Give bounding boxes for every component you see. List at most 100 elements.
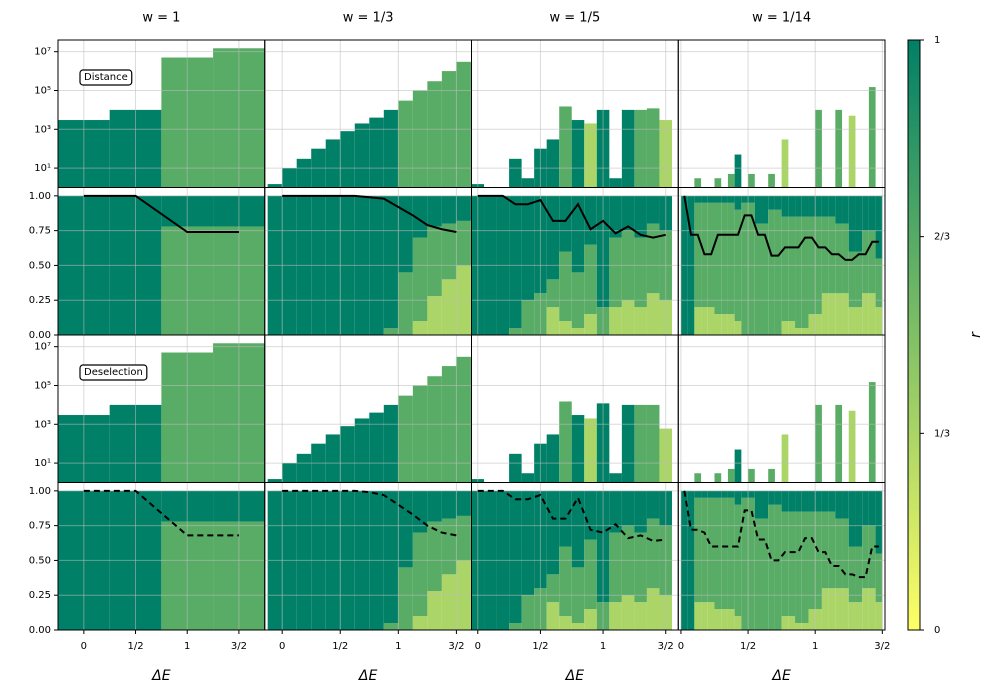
stack-segment [821,195,829,217]
bar [340,426,355,483]
stack-segment [781,195,789,217]
stack-segment [621,300,635,335]
stack-segment [768,504,775,630]
stack-segment [808,490,816,512]
y-tick-label: 10⁵ [34,85,51,96]
y-tick-label: 0.50 [29,555,51,566]
x-tick-label: 1 [812,641,818,652]
stack-segment [646,518,660,589]
stack-segment [855,602,863,630]
x-tick-label: 3/2 [231,641,247,652]
stack-segment [694,195,702,203]
stack-segment [721,314,728,335]
colorbar-tick-label: 2/3 [934,232,950,243]
panel [264,187,472,335]
stack-segment [427,521,442,592]
stack-segment [383,490,399,624]
stack-segment [734,321,742,335]
plot-area [264,335,472,483]
bar [609,178,622,188]
y-tick-label: 0.50 [29,260,51,271]
stack-segment [855,195,863,252]
bar [646,108,660,188]
bar [734,154,742,188]
stack-segment [835,518,843,589]
plot-area [58,482,265,630]
panel [58,187,265,335]
stack-segment [727,195,735,203]
y-tick-label: 0.75 [29,521,51,532]
colorbar-tick-label: 1 [934,35,940,46]
stack-segment [842,490,849,519]
stack-segment [754,195,762,224]
bar [427,376,442,483]
stack-segment [701,497,708,603]
plot-area [678,482,885,630]
bar [521,473,535,483]
bar [267,479,283,483]
bar [621,404,635,483]
stack-segment [761,490,769,519]
annotation: Distance [84,72,128,83]
stack-segment [412,237,428,322]
stack-segment [748,497,755,630]
colorbar [907,39,921,631]
bar [546,139,560,188]
stack-segment [862,490,869,526]
annotation: Deselection [84,367,143,378]
stack-segment [634,237,647,308]
stack-segment [875,307,883,335]
stack-segment [646,588,660,630]
bar [267,184,283,188]
stack-segment [801,490,809,512]
bar [282,168,297,188]
stack-segment [427,226,442,297]
plot-area [678,40,885,188]
y-tick-label: 0.00 [29,625,51,636]
x-tick-label: 0 [279,641,285,652]
annotation-box [79,364,148,381]
stack-segment [609,532,622,603]
stack-segment [875,490,883,554]
y-tick-label: 0.75 [29,226,51,237]
bar [369,412,384,483]
stack-segment [634,602,647,630]
stack-segment [781,321,789,335]
stack-segment [875,602,883,630]
plot-area [58,335,265,483]
stack-segment [821,588,829,630]
stack-segment [815,195,822,217]
x-tick-label: 1/2 [740,641,756,652]
stack-segment [646,195,660,224]
bar [748,468,755,483]
stack-segment [754,490,762,519]
plot-area [471,335,679,483]
stack-segment [634,307,647,335]
panel [471,187,679,335]
bar [868,382,876,483]
stack-segment [721,202,728,315]
stack-segment [795,328,802,335]
stack-segment [862,588,869,630]
stack-segment [701,602,708,630]
y-tick-label: 10⁵ [34,380,51,391]
stack-segment [808,314,816,335]
stack-segment [721,609,728,630]
stack-segment [521,595,535,630]
column-title: w = 1/5 [550,11,601,26]
stack-segment [456,195,471,221]
stack-segment [855,490,863,547]
bar [621,109,635,188]
bar [412,385,428,483]
y-tick-label: 1.00 [29,486,51,497]
bar [584,123,597,188]
x-tick-label: 3/2 [658,641,674,652]
stack-segment [828,490,836,512]
bar [634,109,647,188]
stack-segment [815,490,822,512]
stack-segment [441,574,457,630]
bar [456,61,471,188]
bar [694,178,702,188]
stack-segment [801,511,809,624]
stack-segment [546,490,560,575]
